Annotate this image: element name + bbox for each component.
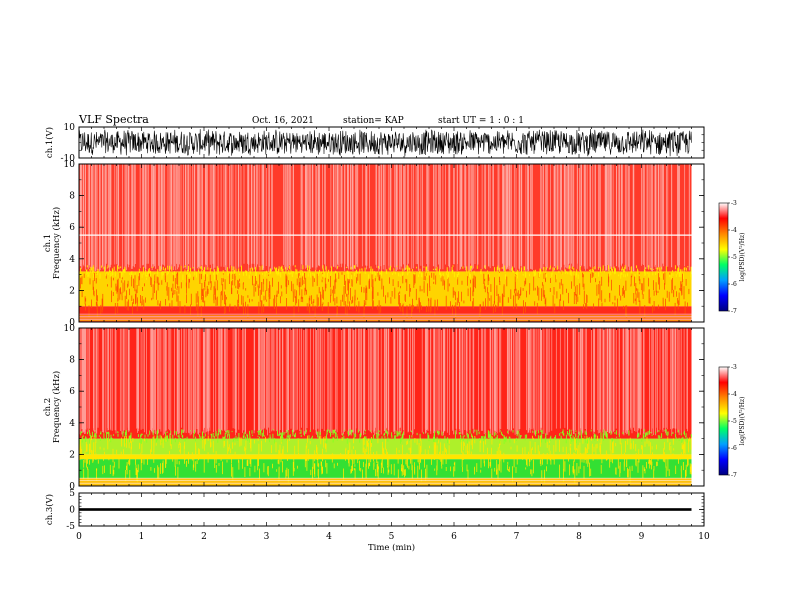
x-tick-label: 7 — [514, 532, 520, 542]
colorbar-ch2: -3 -4 -5 -6 -7 log(PSD)(V²/Hz) — [718, 364, 746, 479]
y-tick-label: 0 — [69, 506, 75, 516]
ch1-waveform-panel: 10 -10 ch.1(V) — [44, 123, 705, 164]
spectrogram-texture-edge — [80, 429, 692, 445]
colorbar-tick-label: -4 — [731, 391, 737, 398]
colorbar-tick-label: -7 — [731, 308, 737, 315]
x-tick-label: 10 — [698, 532, 710, 542]
colorbar-tick-label: -7 — [731, 472, 737, 479]
y-axis-label-line: Frequency (kHz) — [51, 207, 62, 279]
x-tick-label: 9 — [639, 532, 645, 542]
colorbar-tick-label: -5 — [731, 254, 737, 261]
x-tick-label: 4 — [326, 532, 332, 542]
ch1-waveform-line — [78, 128, 692, 157]
colorbar-tick-label: -4 — [731, 227, 737, 234]
x-tick-label: 8 — [576, 532, 582, 542]
y-tick-label: 0 — [69, 482, 75, 492]
figure-title: VLF Spectra — [78, 113, 149, 126]
y-axis-label: ch.1Frequency (kHz) — [43, 207, 62, 279]
spectrogram-texture-speck — [80, 271, 690, 319]
x-tick-label: 3 — [264, 532, 270, 542]
y-tick-label: 6 — [69, 223, 75, 233]
spectrogram-band — [79, 459, 692, 479]
y-tick-label: 5 — [69, 489, 75, 499]
y-tick-label: 8 — [69, 192, 75, 202]
colorbar-tick-label: -5 — [731, 418, 737, 425]
y-tick-label: 10 — [64, 123, 76, 133]
y-axis-label: ch.3(V) — [44, 494, 55, 525]
colorbar-label: log(PSD)(V²/Hz) — [739, 397, 746, 446]
ch3-waveform-panel: 5 0 -5 ch.3(V) — [44, 489, 705, 532]
colorbar-ch1: -3 -4 -5 -6 -7 log(PSD)(V²/Hz) — [718, 200, 746, 315]
spectrogram-band — [79, 454, 692, 460]
y-axis-label: ch.1(V) — [44, 127, 55, 158]
x-tick-label: 5 — [389, 532, 395, 542]
spectrogram-texture-light — [79, 328, 688, 436]
y-tick-label: -5 — [66, 522, 75, 532]
colorbar-tick-label: -6 — [731, 281, 737, 288]
y-tick-label: 6 — [69, 387, 75, 397]
ch1-spectrogram-panel: 0 2 4 6 8 10 ch.1Frequency (kHz) — [43, 160, 705, 328]
y-tick-label: 8 — [69, 356, 75, 366]
y-tick-label: -10 — [61, 154, 76, 164]
y-tick-label: 4 — [69, 255, 75, 265]
y-axis-label: ch.2Frequency (kHz) — [43, 371, 62, 443]
y-tick-label: 4 — [69, 419, 75, 429]
header-station: station= KAP — [343, 116, 404, 126]
colorbar-rect — [718, 366, 729, 476]
y-tick-label: 2 — [69, 450, 75, 460]
colorbar-rect — [718, 202, 729, 312]
y-tick-label: 2 — [69, 286, 75, 296]
x-tick-label: 2 — [201, 532, 207, 542]
spectrogram-texture-edge — [78, 265, 692, 281]
x-axis-label: Time (min) — [368, 542, 415, 553]
spectrogram-band — [79, 317, 692, 322]
colorbar-tick-label: -3 — [731, 200, 737, 207]
y-tick-label: 0 — [69, 318, 75, 328]
colorbar-tick-label: -3 — [731, 364, 737, 371]
time-axis: 0 1 2 3 4 5 6 7 8 9 10 Time (min) — [76, 532, 710, 553]
colorbar-tick-label: -6 — [731, 445, 737, 452]
y-axis-label-line: ch.1 — [43, 234, 53, 252]
ch3-waveform-trace — [79, 508, 692, 511]
ch2-spectrogram-panel: 0 2 4 6 8 10 ch.2Frequency (kHz) — [43, 324, 705, 492]
header-start-time: start UT = 1 : 0 : 1 — [438, 116, 524, 126]
y-tick-label: 10 — [64, 160, 76, 170]
spectrogram-band — [79, 306, 692, 318]
x-tick-label: 6 — [451, 532, 457, 542]
spectrogram-texture-light — [79, 164, 690, 272]
x-tick-label: 0 — [76, 532, 82, 542]
y-tick-label: 10 — [64, 324, 76, 334]
x-tick-label: 1 — [139, 532, 145, 542]
header-date: Oct. 16, 2021 — [252, 116, 314, 126]
colorbar-label: log(PSD)(V²/Hz) — [739, 233, 746, 282]
y-axis-label-line: ch.2 — [43, 398, 53, 416]
y-axis-label-line: Frequency (kHz) — [51, 371, 62, 443]
